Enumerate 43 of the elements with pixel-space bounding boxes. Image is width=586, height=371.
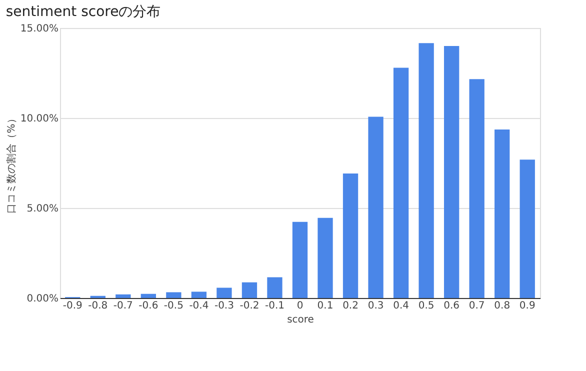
chart-title: sentiment scoreの分布 <box>6 4 161 20</box>
x-tick-label: 0 <box>296 300 304 312</box>
x-tick-label: 0.3 <box>368 300 384 312</box>
x-tick-label: 0.8 <box>494 300 510 312</box>
bar <box>318 218 333 298</box>
x-tick-label: 0.7 <box>468 300 485 312</box>
x-tick-label: -0.9 <box>62 300 82 312</box>
x-tick-label: 0.4 <box>393 300 410 312</box>
bar <box>140 294 156 298</box>
bar <box>368 116 384 298</box>
y-tick-label: 0.00% <box>26 294 58 304</box>
x-tick-label: -0.4 <box>189 300 209 312</box>
x-tick-label: -0.7 <box>113 300 133 312</box>
bar <box>191 292 207 298</box>
bar <box>444 46 460 298</box>
x-tick-label: -0.8 <box>88 300 108 312</box>
x-tick-label: -0.5 <box>164 300 184 312</box>
y-tick-label: 10.00% <box>20 114 58 124</box>
x-tick-label: 0.5 <box>418 300 434 312</box>
x-tick-label: -0.3 <box>214 300 234 312</box>
y-axis-title: 口コミ数の割合（%） <box>5 114 18 214</box>
bar <box>216 288 232 298</box>
x-tick-label: -0.1 <box>264 300 284 312</box>
bar <box>242 282 258 298</box>
bar <box>469 79 484 298</box>
bar <box>267 277 282 298</box>
x-axis-title: score <box>287 314 314 326</box>
y-tick-label: 5.00% <box>26 204 58 214</box>
bar <box>116 294 131 298</box>
bar <box>494 130 510 298</box>
bar <box>342 173 358 298</box>
bar <box>166 292 182 298</box>
bar <box>292 222 308 298</box>
x-tick-label: 0.2 <box>342 300 358 312</box>
bar <box>418 43 434 298</box>
bar <box>393 68 409 298</box>
x-tick-label: 0.9 <box>519 300 536 312</box>
x-tick-label: -0.2 <box>240 300 260 312</box>
x-tick-label: -0.6 <box>138 300 158 312</box>
x-tick-label: 0.1 <box>317 300 334 312</box>
bar <box>520 160 535 298</box>
x-tick-label: 0.6 <box>444 300 460 312</box>
y-tick-label: 15.00% <box>20 24 58 34</box>
